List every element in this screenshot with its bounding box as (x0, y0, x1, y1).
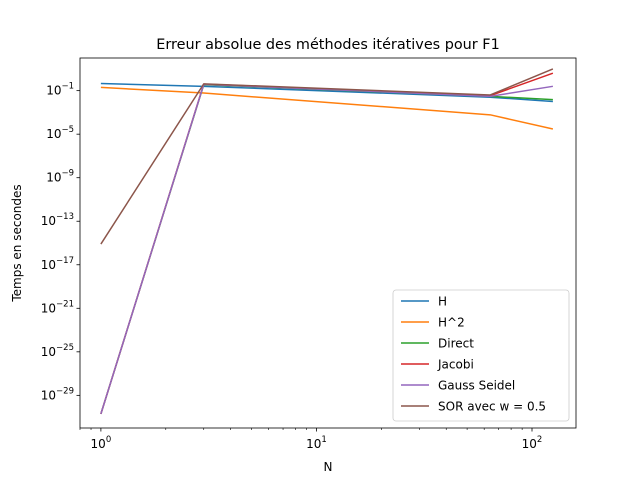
x-tick-label: 101 (306, 435, 327, 451)
y-tick-label: 10−29 (41, 386, 74, 402)
series-line-5 (100, 68, 554, 245)
x-axis: 100 101 102 (79, 428, 543, 451)
chart-title: Erreur absolue des méthodes itératives p… (156, 37, 499, 53)
series-line-4 (100, 83, 554, 415)
plot-lines (100, 68, 554, 415)
y-tick-label: 10−17 (41, 256, 74, 272)
y-axis-title: Temps en secondes (10, 184, 24, 302)
y-tick-label: 10−21 (41, 299, 74, 315)
legend-label-3: Jacobi (437, 358, 474, 372)
legend-box (392, 289, 570, 422)
series-line-1 (100, 86, 554, 130)
legend-label-4: Gauss Seidel (438, 379, 515, 393)
y-tick-label: 10−5 (46, 125, 74, 141)
y-tick-label: 10−1 (46, 82, 74, 98)
y-tick-label: 10−13 (41, 212, 74, 228)
legend-label-0: H (438, 295, 447, 309)
y-tick-label: 10−9 (46, 169, 74, 185)
series-line-0 (100, 82, 553, 103)
legend-label-5: SOR avec w = 0.5 (438, 400, 546, 414)
x-tick-label: 100 (91, 435, 112, 451)
x-tick-label: 102 (522, 435, 543, 451)
y-tick-label: 10−25 (41, 343, 74, 359)
y-axis: 10−29 10−25 10−21 10−17 10−13 10−9 10−5 10−1 (41, 82, 80, 402)
legend: H H^2 Direct Jacobi Gauss Seidel SOR avec w =… (392, 289, 570, 422)
plot-frame (79, 57, 577, 429)
legend-label-1: H^2 (438, 316, 465, 330)
x-axis-title: N (324, 460, 333, 474)
legend-label-2: Direct (438, 337, 474, 351)
